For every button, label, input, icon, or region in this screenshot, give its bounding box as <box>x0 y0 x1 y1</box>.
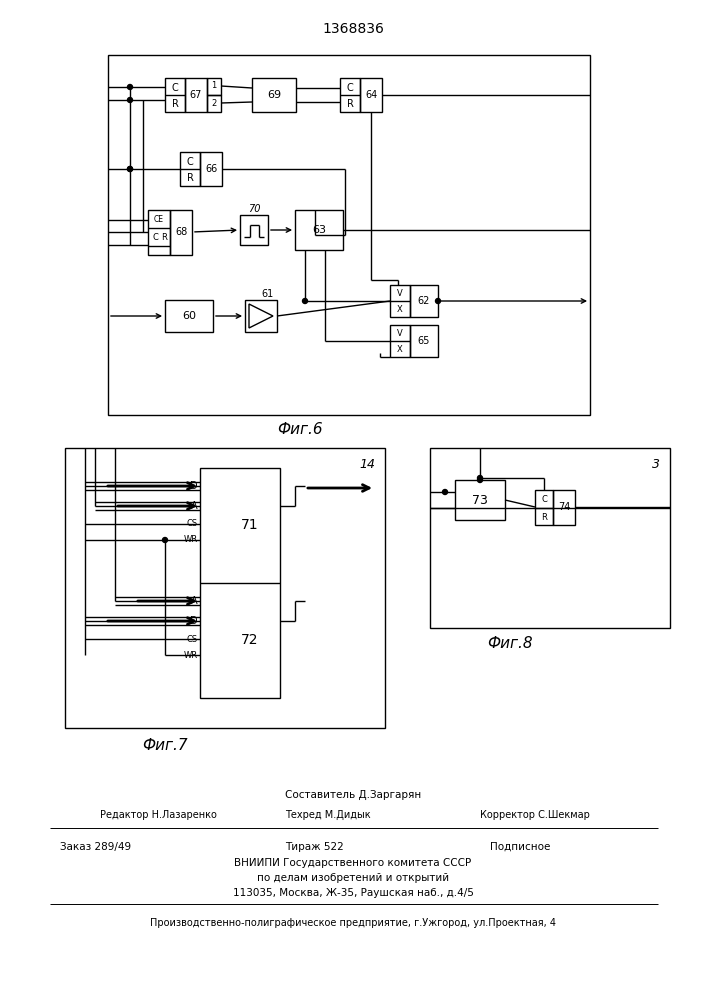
Bar <box>207 78 221 95</box>
Text: 3: 3 <box>652 458 660 471</box>
Text: 71: 71 <box>241 518 259 532</box>
Text: CS: CS <box>187 635 198 644</box>
Text: 72: 72 <box>241 633 259 647</box>
Bar <box>148 210 170 255</box>
Circle shape <box>163 538 168 542</box>
Bar <box>170 210 192 255</box>
Bar <box>340 78 360 112</box>
Text: 66: 66 <box>205 164 217 174</box>
Bar <box>108 55 590 415</box>
Text: C: C <box>346 83 354 93</box>
Bar <box>200 468 280 698</box>
Bar <box>430 448 670 628</box>
Bar <box>553 490 575 525</box>
Text: ВНИИПИ Государственного комитета СССР: ВНИИПИ Государственного комитета СССР <box>235 858 472 868</box>
Text: 67: 67 <box>189 90 202 100</box>
Circle shape <box>127 166 132 172</box>
Bar <box>410 325 438 357</box>
Text: Тираж 522: Тираж 522 <box>285 842 344 852</box>
Text: 14: 14 <box>359 458 375 471</box>
Text: 62: 62 <box>418 296 430 306</box>
Text: 1: 1 <box>211 82 216 91</box>
Text: X: X <box>397 304 403 314</box>
Text: CE: CE <box>154 215 164 224</box>
Bar <box>410 285 438 317</box>
Bar <box>455 480 505 520</box>
Text: D: D <box>190 616 198 626</box>
Text: Производственно-полиграфическое предприятие, г.Ужгород, ул.Проектная, 4: Производственно-полиграфическое предприя… <box>150 918 556 928</box>
Text: V: V <box>397 328 403 338</box>
Text: WR: WR <box>184 536 198 544</box>
Text: Подписное: Подписное <box>490 842 550 852</box>
Text: 64: 64 <box>365 90 377 100</box>
Text: X: X <box>397 344 403 354</box>
Bar <box>390 325 410 357</box>
Text: Фиг.8: Фиг.8 <box>487 636 533 650</box>
Circle shape <box>436 298 440 304</box>
Bar <box>240 215 268 245</box>
Bar <box>185 78 207 112</box>
Text: Фиг.7: Фиг.7 <box>142 738 188 752</box>
Text: R: R <box>346 99 354 109</box>
Text: Редактор Н.Лазаренко: Редактор Н.Лазаренко <box>100 810 217 820</box>
Text: Техред М.Дидык: Техред М.Дидык <box>285 810 370 820</box>
Text: 63: 63 <box>312 225 326 235</box>
Text: C: C <box>172 83 178 93</box>
Text: 2: 2 <box>211 99 216 107</box>
Bar <box>180 152 200 186</box>
Bar <box>207 95 221 112</box>
Text: 113035, Москва, Ж-35, Раушская наб., д.4/5: 113035, Москва, Ж-35, Раушская наб., д.4… <box>233 888 474 898</box>
Bar <box>295 210 343 250</box>
Text: по делам изобретений и открытий: по делам изобретений и открытий <box>257 873 449 883</box>
Circle shape <box>127 98 132 103</box>
Text: 70: 70 <box>247 204 260 214</box>
Bar <box>252 78 296 112</box>
Bar <box>200 152 222 186</box>
Text: C: C <box>541 495 547 504</box>
Text: A: A <box>192 596 198 606</box>
Text: C: C <box>187 157 194 167</box>
Text: A: A <box>192 501 198 511</box>
Bar <box>165 300 213 332</box>
Bar <box>390 285 410 317</box>
Circle shape <box>443 489 448 494</box>
Text: R: R <box>187 173 194 183</box>
Circle shape <box>303 298 308 304</box>
Text: R: R <box>172 99 178 109</box>
Circle shape <box>477 478 482 483</box>
Text: 60: 60 <box>182 311 196 321</box>
Text: V: V <box>397 288 403 298</box>
Text: 61: 61 <box>261 289 273 299</box>
Text: C: C <box>152 232 158 241</box>
Text: 1368836: 1368836 <box>322 22 384 36</box>
Circle shape <box>477 476 482 481</box>
Bar <box>245 300 277 332</box>
Bar <box>65 448 385 728</box>
Bar <box>535 490 553 525</box>
Circle shape <box>127 85 132 90</box>
Text: D: D <box>190 481 198 491</box>
Text: Составитель Д.Заргарян: Составитель Д.Заргарян <box>285 790 421 800</box>
Bar <box>165 78 185 112</box>
Text: CS: CS <box>187 520 198 528</box>
Text: 73: 73 <box>472 493 488 506</box>
Text: Корректор С.Шекмар: Корректор С.Шекмар <box>480 810 590 820</box>
Bar <box>360 78 382 112</box>
Text: 68: 68 <box>175 227 187 237</box>
Text: WR: WR <box>184 650 198 660</box>
Text: R: R <box>161 232 167 241</box>
Circle shape <box>127 166 132 172</box>
Text: 74: 74 <box>558 502 570 512</box>
Text: R: R <box>541 512 547 522</box>
Text: 69: 69 <box>267 90 281 100</box>
Text: 65: 65 <box>418 336 430 346</box>
Text: Заказ 289/49: Заказ 289/49 <box>60 842 131 852</box>
Text: Фиг.6: Фиг.6 <box>277 422 323 438</box>
